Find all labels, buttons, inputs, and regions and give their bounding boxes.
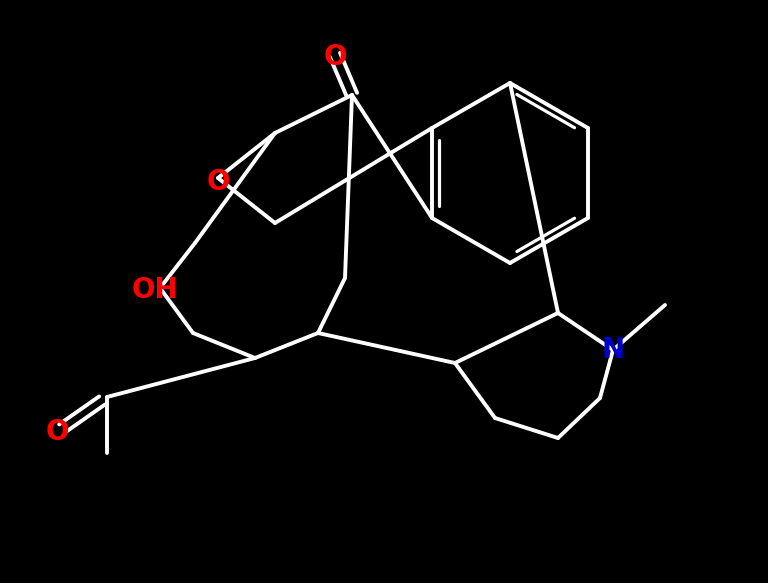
Text: OH: OH [131,276,178,304]
Text: O: O [323,43,346,71]
Text: O: O [45,418,69,446]
Text: O: O [207,168,230,196]
Text: N: N [601,336,624,364]
